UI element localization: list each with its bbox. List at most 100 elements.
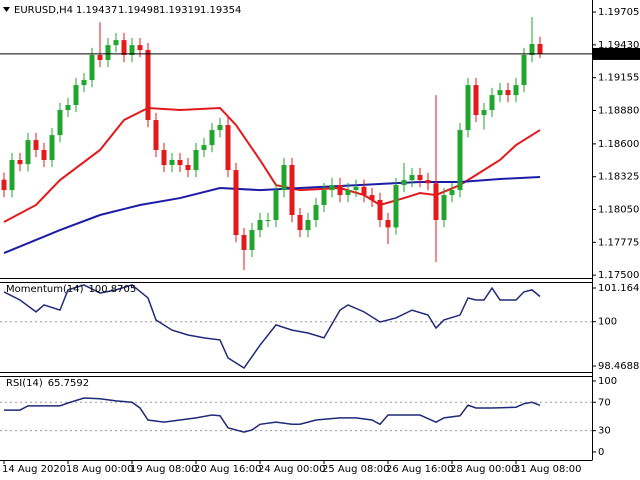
y-tick-label: 100 bbox=[598, 376, 617, 387]
candle-body bbox=[281, 165, 287, 191]
line bbox=[3, 284, 541, 370]
candle-body bbox=[233, 170, 239, 236]
y-tick-label: 1.18880 bbox=[598, 105, 639, 116]
candle-body bbox=[169, 159, 175, 166]
candle-body bbox=[441, 195, 447, 221]
indicator-value: 100.8705 bbox=[89, 284, 137, 295]
y-tick-label: 1.19430 bbox=[598, 40, 639, 51]
candle-body bbox=[353, 186, 359, 191]
x-tick-label: 26 Aug 16:00 bbox=[386, 464, 453, 475]
candle-body bbox=[97, 55, 103, 61]
price-tag bbox=[593, 47, 640, 60]
y-tick-label: 100 bbox=[598, 317, 617, 328]
candle-body bbox=[129, 45, 135, 56]
x-tick-label: 28 Aug 00:00 bbox=[450, 464, 517, 475]
candle-body bbox=[17, 159, 23, 165]
y-tick-label: 1.17775 bbox=[598, 237, 639, 248]
y-tick-label: 0 bbox=[598, 447, 604, 458]
indicator-name: Momentum(14) bbox=[6, 284, 84, 295]
candle-body bbox=[417, 175, 423, 181]
symbol-icon bbox=[3, 7, 10, 12]
candle-body bbox=[361, 186, 367, 196]
line bbox=[4, 397, 541, 433]
candle-body bbox=[329, 185, 335, 191]
candle-body bbox=[289, 165, 295, 216]
candle-body bbox=[121, 40, 127, 56]
candle-body bbox=[25, 140, 31, 165]
candle-body bbox=[305, 220, 311, 231]
y-tick-label: 70 bbox=[598, 397, 611, 408]
candle-body bbox=[249, 230, 255, 250]
candle-body bbox=[465, 85, 471, 131]
candle-body bbox=[105, 45, 111, 61]
candle-body bbox=[9, 159, 15, 191]
candle-body bbox=[401, 180, 407, 186]
x-tick-label: 19 Aug 08:00 bbox=[130, 464, 197, 475]
candle-body bbox=[257, 220, 263, 231]
candle-body bbox=[537, 44, 543, 54]
candle-body bbox=[489, 95, 495, 111]
x-tick-label: 18 Aug 00:00 bbox=[66, 464, 133, 475]
x-tick-label: 20 Aug 16:00 bbox=[194, 464, 261, 475]
candle-body bbox=[161, 149, 167, 166]
candle-body bbox=[385, 220, 391, 228]
indicator-value: 65.7592 bbox=[48, 378, 89, 389]
candle-body bbox=[393, 185, 399, 228]
y-tick-label: 1.17500 bbox=[598, 270, 639, 281]
candle-body bbox=[193, 149, 199, 171]
candle-body bbox=[33, 140, 39, 150]
candle-body bbox=[529, 44, 535, 56]
candle-body bbox=[73, 85, 79, 105]
candle-body bbox=[81, 80, 87, 86]
candle-body bbox=[217, 125, 223, 131]
price-tag-label: 1.19354 bbox=[598, 49, 639, 60]
candle-body bbox=[177, 159, 183, 166]
candle-body bbox=[457, 130, 463, 191]
candle-body bbox=[153, 120, 159, 150]
candle-body bbox=[481, 110, 487, 116]
candle-body bbox=[137, 45, 143, 50]
candle-body bbox=[1, 179, 7, 191]
candle-body bbox=[57, 110, 63, 136]
y-tick-label: 1.18325 bbox=[598, 172, 639, 183]
candle-body bbox=[241, 235, 247, 250]
y-tick-label: 101.1646 bbox=[598, 283, 640, 294]
candle-body bbox=[265, 220, 271, 222]
x-tick-label: 14 Aug 2020 bbox=[2, 464, 66, 475]
symbol: EURUSD,H4 bbox=[14, 5, 73, 16]
candle-body bbox=[521, 55, 527, 86]
candle-body bbox=[505, 90, 511, 96]
candle-body bbox=[321, 190, 327, 205]
x-tick-label: 31 Aug 08:00 bbox=[514, 464, 581, 475]
candle-body bbox=[297, 215, 303, 231]
candle-body bbox=[377, 199, 383, 221]
candle-body bbox=[369, 195, 375, 200]
candle-body bbox=[225, 125, 231, 171]
candle-body bbox=[201, 145, 207, 150]
x-tick-label: 25 Aug 08:00 bbox=[322, 464, 389, 475]
candle-body bbox=[49, 135, 55, 160]
candle-body bbox=[433, 183, 439, 221]
y-tick-label: 1.18050 bbox=[598, 205, 639, 216]
candle-body bbox=[273, 190, 279, 221]
candle-body bbox=[345, 190, 351, 196]
header-high: 1.19498 bbox=[118, 5, 159, 16]
candle-body bbox=[425, 180, 431, 184]
y-tick-label: 98.4688 bbox=[598, 361, 639, 372]
y-tick-label: 30 bbox=[598, 426, 611, 437]
candle-body bbox=[449, 190, 455, 196]
candle-body bbox=[209, 130, 215, 146]
candle-body bbox=[313, 204, 319, 221]
y-tick-label: 1.18600 bbox=[598, 139, 639, 150]
candle-body bbox=[185, 165, 191, 171]
candle-body bbox=[337, 185, 343, 196]
candle-body bbox=[497, 90, 503, 96]
candle-body bbox=[65, 104, 71, 111]
x-tick-label: 24 Aug 00:00 bbox=[258, 464, 325, 475]
y-tick-label: 1.19705 bbox=[598, 7, 639, 18]
candle-body bbox=[113, 40, 119, 46]
header-close: 1.19354 bbox=[200, 5, 241, 16]
